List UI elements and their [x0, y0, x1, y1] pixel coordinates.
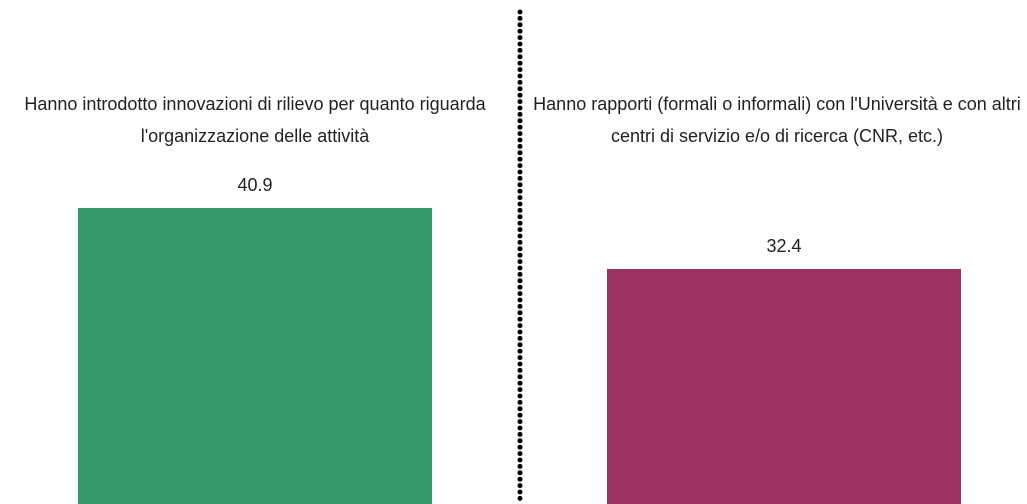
value-label: 32.4 [766, 236, 802, 257]
bar [78, 207, 432, 504]
value-label: 40.9 [237, 174, 273, 195]
category-label: Hanno introdotto innovazioni di rilievo … [24, 94, 486, 146]
bar [607, 269, 961, 504]
category-label: Hanno rapporti (formali o informali) con… [533, 94, 1021, 146]
